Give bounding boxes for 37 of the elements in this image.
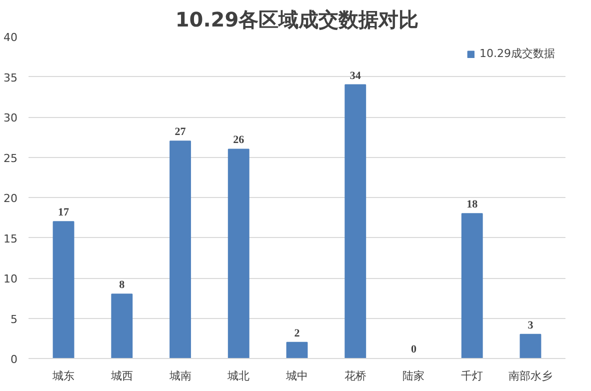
y-tick-label: 0 <box>10 353 18 366</box>
y-tick-label: 5 <box>10 312 18 326</box>
data-label: 2 <box>294 327 300 340</box>
data-label: 27 <box>174 126 186 138</box>
bar <box>111 294 133 358</box>
y-tick-label: 40 <box>4 31 18 44</box>
data-label: 17 <box>58 206 70 219</box>
data-label: 26 <box>233 134 245 146</box>
bar <box>228 148 250 358</box>
data-label: 18 <box>466 198 478 211</box>
x-tick-label: 城东 <box>52 370 75 382</box>
y-tick-label: 25 <box>4 152 18 165</box>
chart-title: 10.29各区域成交数据对比 <box>175 8 419 32</box>
legend-label: 10.29成交数据 <box>480 46 555 61</box>
x-tick-label: 陆家 <box>402 370 425 382</box>
x-tick-label: 千灯 <box>461 370 484 382</box>
data-label: 3 <box>528 319 534 332</box>
y-tick-label: 15 <box>4 232 18 246</box>
bar <box>170 140 191 358</box>
x-tick-label: 城南 <box>168 370 192 382</box>
bar <box>344 84 366 358</box>
bar <box>286 342 308 358</box>
x-tick-label: 城中 <box>285 370 308 382</box>
y-tick-label: 10 <box>4 272 18 286</box>
bar <box>461 213 483 358</box>
bar <box>52 221 74 358</box>
x-tick-label: 城北 <box>226 370 250 382</box>
y-tick-label: 30 <box>4 112 18 124</box>
x-tick-label: 花桥 <box>344 370 366 382</box>
y-tick-label: 35 <box>4 71 18 84</box>
bar <box>520 334 542 358</box>
x-tick-label: 南部水乡 <box>508 370 552 382</box>
data-label: 34 <box>350 70 362 82</box>
data-label: 0 <box>410 344 417 356</box>
x-tick-label: 城西 <box>110 370 133 382</box>
data-label: 8 <box>119 279 126 292</box>
y-tick-label: 20 <box>4 192 18 205</box>
